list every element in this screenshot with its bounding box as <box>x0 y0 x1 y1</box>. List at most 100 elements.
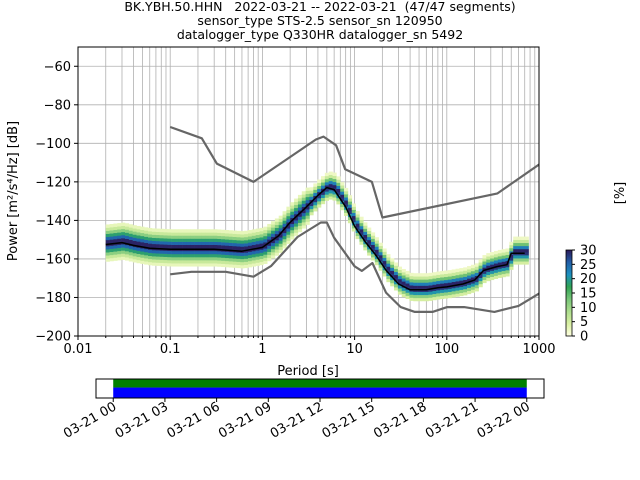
density-cell <box>440 283 445 287</box>
density-cell <box>274 240 280 244</box>
density-cell <box>336 197 341 202</box>
density-cell <box>194 250 199 255</box>
density-cell <box>132 246 137 251</box>
density-cell <box>455 281 460 285</box>
timeline-coverage-bar-blue <box>113 387 527 398</box>
density-cell <box>367 242 372 247</box>
density-cell <box>267 233 272 237</box>
density-cell <box>501 273 506 278</box>
density-cell <box>136 229 141 233</box>
density-cell <box>201 263 206 267</box>
density-cell <box>105 224 110 228</box>
density-cell <box>374 243 379 247</box>
density-cell <box>136 259 141 264</box>
density-cell <box>259 237 264 241</box>
density-cell <box>355 223 360 227</box>
density-cell <box>247 242 253 246</box>
density-cell <box>128 258 133 262</box>
density-cell <box>524 239 529 244</box>
density-cell <box>355 220 360 224</box>
density-cell <box>520 245 526 250</box>
density-cell <box>113 235 118 240</box>
density-cell <box>405 280 410 284</box>
density-cell <box>474 278 479 283</box>
density-cell <box>405 292 410 296</box>
x-tick-label: 1000 <box>522 342 555 357</box>
density-cell <box>520 261 526 265</box>
density-cell <box>397 278 403 283</box>
density-cell <box>263 260 268 264</box>
density-cell <box>217 244 222 249</box>
density-cell <box>136 235 141 239</box>
density-cell <box>228 258 233 262</box>
density-cell <box>482 273 487 277</box>
density-cell <box>228 254 233 259</box>
density-cell <box>294 204 299 209</box>
density-cell <box>140 242 145 246</box>
density-cell <box>328 193 333 197</box>
density-cell <box>247 263 253 268</box>
density-cell <box>159 244 164 248</box>
density-cell <box>201 257 206 261</box>
density-cell <box>236 261 241 266</box>
density-cell <box>232 264 237 268</box>
y-tick-label: −120 <box>35 175 71 190</box>
density-cell <box>209 250 214 255</box>
density-cell <box>332 178 337 183</box>
density-cell <box>263 254 268 258</box>
density-cell <box>128 233 133 237</box>
density-cell <box>328 171 333 175</box>
density-cell <box>282 242 287 246</box>
density-cell <box>278 215 283 220</box>
density-cell <box>332 184 337 189</box>
density-cell <box>251 238 256 242</box>
density-cell <box>267 227 272 231</box>
density-cell <box>274 224 280 228</box>
density-cell <box>267 236 272 240</box>
density-cell <box>163 228 168 233</box>
density-cell <box>420 291 426 296</box>
density-cell <box>209 263 214 267</box>
density-cell <box>194 229 199 233</box>
density-cell <box>432 278 437 282</box>
density-cell <box>290 223 295 228</box>
density-cell <box>436 283 441 288</box>
density-cell <box>474 263 479 267</box>
density-cell <box>128 239 133 244</box>
density-cell <box>294 232 299 236</box>
density-cell <box>159 241 164 245</box>
density-cell <box>359 216 364 221</box>
density-cell <box>297 222 303 227</box>
colorbar-tick-label: 20 <box>580 272 597 287</box>
density-cell <box>182 235 187 239</box>
density-cell <box>490 252 495 256</box>
density-cell <box>297 204 303 208</box>
density-cell <box>282 232 287 237</box>
density-cell <box>109 223 114 228</box>
density-cell <box>505 251 510 255</box>
density-cell <box>428 282 433 286</box>
density-cell <box>124 254 130 258</box>
density-cell <box>247 233 253 237</box>
density-cell <box>290 214 295 218</box>
density-cell <box>198 241 203 245</box>
density-cell <box>413 291 418 296</box>
density-cell <box>221 260 226 264</box>
density-cell <box>382 260 387 265</box>
density-cell <box>493 260 499 264</box>
density-cell <box>482 264 487 268</box>
density-cell <box>186 250 191 255</box>
density-cell <box>286 228 291 232</box>
density-cell <box>105 227 110 231</box>
density-cell <box>167 253 172 258</box>
density-cell <box>417 273 422 277</box>
density-cell <box>313 192 318 197</box>
mean-curve <box>105 186 525 291</box>
density-cell <box>493 254 499 258</box>
density-cell <box>351 203 356 207</box>
density-cell <box>201 260 206 264</box>
density-cell <box>251 250 256 255</box>
density-cell <box>347 210 353 214</box>
density-cell <box>478 259 483 263</box>
density-cell <box>167 235 172 239</box>
